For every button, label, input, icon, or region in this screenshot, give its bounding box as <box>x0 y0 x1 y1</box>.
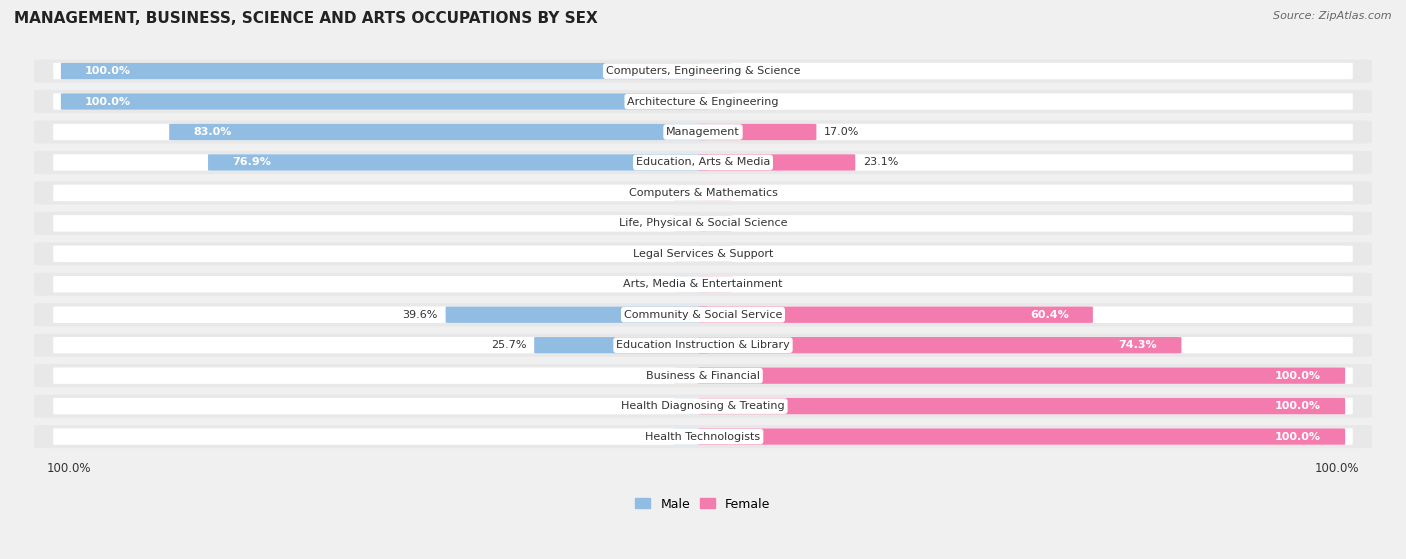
FancyBboxPatch shape <box>53 398 1353 414</box>
FancyBboxPatch shape <box>53 215 1353 231</box>
FancyBboxPatch shape <box>34 151 1372 174</box>
FancyBboxPatch shape <box>697 398 1346 414</box>
FancyBboxPatch shape <box>697 428 1346 445</box>
FancyBboxPatch shape <box>53 276 1353 292</box>
FancyBboxPatch shape <box>675 398 706 414</box>
Text: 76.9%: 76.9% <box>232 158 271 168</box>
FancyBboxPatch shape <box>53 245 1353 262</box>
Text: 0.0%: 0.0% <box>662 401 690 411</box>
Text: 17.0%: 17.0% <box>824 127 859 137</box>
Text: 0.0%: 0.0% <box>662 249 690 259</box>
FancyBboxPatch shape <box>700 215 731 231</box>
FancyBboxPatch shape <box>697 367 1346 384</box>
FancyBboxPatch shape <box>208 154 709 170</box>
FancyBboxPatch shape <box>697 124 817 140</box>
Text: Community & Social Service: Community & Social Service <box>624 310 782 320</box>
FancyBboxPatch shape <box>700 185 731 201</box>
Text: Computers, Engineering & Science: Computers, Engineering & Science <box>606 66 800 76</box>
Text: 100.0%: 100.0% <box>86 66 131 76</box>
Text: 0.0%: 0.0% <box>662 188 690 198</box>
Text: 83.0%: 83.0% <box>194 127 232 137</box>
Text: Business & Financial: Business & Financial <box>645 371 761 381</box>
FancyBboxPatch shape <box>700 63 731 79</box>
Legend: Male, Female: Male, Female <box>630 492 776 515</box>
Text: Source: ZipAtlas.com: Source: ZipAtlas.com <box>1274 11 1392 21</box>
Text: 60.4%: 60.4% <box>1031 310 1069 320</box>
FancyBboxPatch shape <box>675 368 706 383</box>
FancyBboxPatch shape <box>34 90 1372 113</box>
FancyBboxPatch shape <box>34 242 1372 266</box>
Text: Health Diagnosing & Treating: Health Diagnosing & Treating <box>621 401 785 411</box>
FancyBboxPatch shape <box>34 120 1372 144</box>
Text: Education, Arts & Media: Education, Arts & Media <box>636 158 770 168</box>
FancyBboxPatch shape <box>675 185 706 201</box>
FancyBboxPatch shape <box>34 364 1372 387</box>
FancyBboxPatch shape <box>34 212 1372 235</box>
Text: 100.0%: 100.0% <box>1275 371 1320 381</box>
FancyBboxPatch shape <box>53 367 1353 384</box>
Text: 0.0%: 0.0% <box>716 188 744 198</box>
FancyBboxPatch shape <box>697 337 1181 353</box>
Text: 0.0%: 0.0% <box>716 280 744 290</box>
Text: 0.0%: 0.0% <box>716 249 744 259</box>
Text: 74.3%: 74.3% <box>1119 340 1157 350</box>
Text: Health Technologists: Health Technologists <box>645 432 761 442</box>
Text: MANAGEMENT, BUSINESS, SCIENCE AND ARTS OCCUPATIONS BY SEX: MANAGEMENT, BUSINESS, SCIENCE AND ARTS O… <box>14 11 598 26</box>
FancyBboxPatch shape <box>700 276 731 292</box>
FancyBboxPatch shape <box>60 93 709 110</box>
Text: 100.0%: 100.0% <box>86 97 131 107</box>
FancyBboxPatch shape <box>53 337 1353 353</box>
FancyBboxPatch shape <box>34 59 1372 83</box>
FancyBboxPatch shape <box>34 425 1372 448</box>
FancyBboxPatch shape <box>60 63 709 79</box>
FancyBboxPatch shape <box>534 337 709 353</box>
Text: 100.0%: 100.0% <box>1315 462 1360 475</box>
FancyBboxPatch shape <box>34 181 1372 205</box>
Text: 0.0%: 0.0% <box>662 219 690 229</box>
FancyBboxPatch shape <box>34 395 1372 418</box>
Text: 0.0%: 0.0% <box>716 66 744 76</box>
FancyBboxPatch shape <box>53 428 1353 445</box>
FancyBboxPatch shape <box>34 273 1372 296</box>
FancyBboxPatch shape <box>53 63 1353 79</box>
Text: Arts, Media & Entertainment: Arts, Media & Entertainment <box>623 280 783 290</box>
Text: 0.0%: 0.0% <box>662 371 690 381</box>
Text: 0.0%: 0.0% <box>716 97 744 107</box>
FancyBboxPatch shape <box>34 334 1372 357</box>
Text: Management: Management <box>666 127 740 137</box>
FancyBboxPatch shape <box>53 306 1353 323</box>
Text: Architecture & Engineering: Architecture & Engineering <box>627 97 779 107</box>
Text: 0.0%: 0.0% <box>716 219 744 229</box>
FancyBboxPatch shape <box>53 184 1353 201</box>
FancyBboxPatch shape <box>697 306 1092 323</box>
Text: 39.6%: 39.6% <box>402 310 439 320</box>
Text: 23.1%: 23.1% <box>863 158 898 168</box>
FancyBboxPatch shape <box>53 154 1353 170</box>
Text: Computers & Mathematics: Computers & Mathematics <box>628 188 778 198</box>
Text: 100.0%: 100.0% <box>1275 401 1320 411</box>
Text: Education Instruction & Library: Education Instruction & Library <box>616 340 790 350</box>
FancyBboxPatch shape <box>675 246 706 262</box>
Text: 25.7%: 25.7% <box>491 340 526 350</box>
Text: 0.0%: 0.0% <box>662 432 690 442</box>
FancyBboxPatch shape <box>53 124 1353 140</box>
FancyBboxPatch shape <box>169 124 709 140</box>
FancyBboxPatch shape <box>700 246 731 262</box>
FancyBboxPatch shape <box>675 215 706 231</box>
Text: 0.0%: 0.0% <box>662 280 690 290</box>
Text: Life, Physical & Social Science: Life, Physical & Social Science <box>619 219 787 229</box>
FancyBboxPatch shape <box>53 93 1353 110</box>
FancyBboxPatch shape <box>697 154 855 170</box>
FancyBboxPatch shape <box>34 303 1372 326</box>
Text: 100.0%: 100.0% <box>46 462 91 475</box>
Text: Legal Services & Support: Legal Services & Support <box>633 249 773 259</box>
FancyBboxPatch shape <box>446 306 709 323</box>
FancyBboxPatch shape <box>700 93 731 110</box>
Text: 100.0%: 100.0% <box>1275 432 1320 442</box>
FancyBboxPatch shape <box>675 276 706 292</box>
FancyBboxPatch shape <box>675 429 706 444</box>
